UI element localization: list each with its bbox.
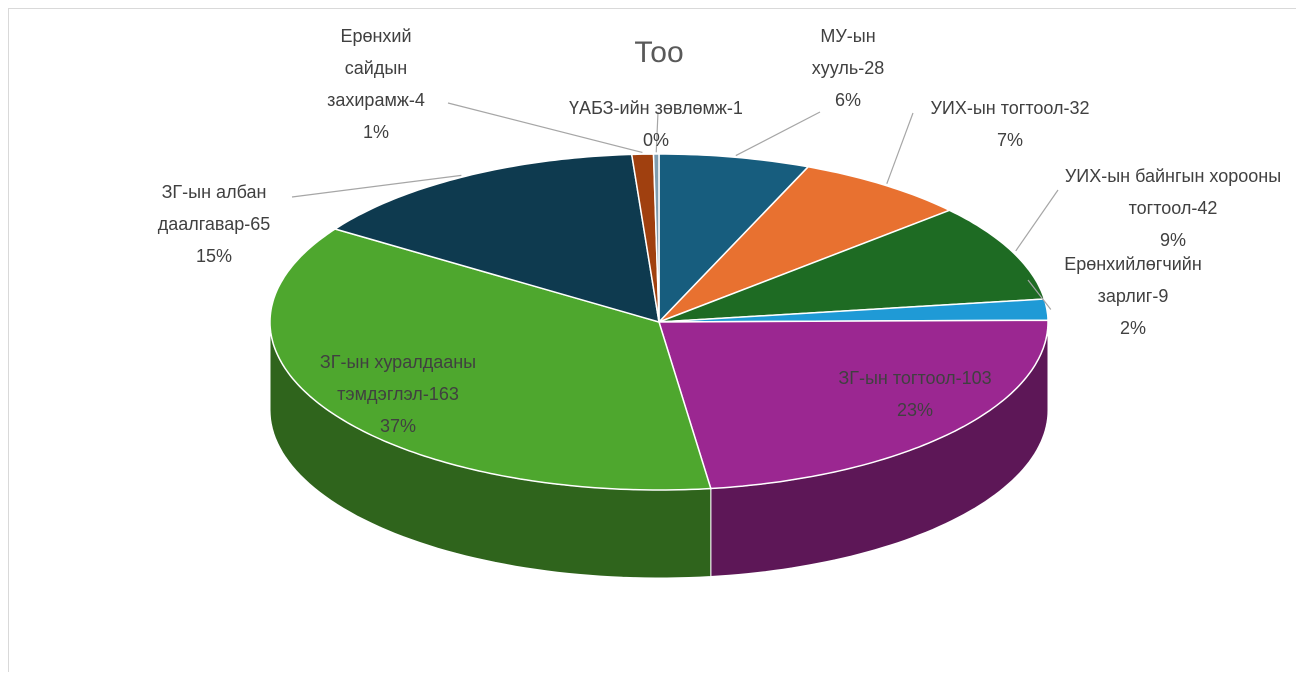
percent-label: 7% [996,130,1023,150]
leader-line [447,102,643,154]
leader-line [1015,189,1059,252]
pie-slice [269,228,712,491]
pie-tops [269,153,1049,491]
data-label: МУ-ын хууль-28 6% [783,20,913,116]
data-label: УИХ-ын тогтоол-32 7% [910,92,1110,156]
percent-label: 15% [195,246,233,266]
data-label: ЗГ-ын тогтоол-103 23% [795,362,1035,426]
pie-slice [658,153,810,324]
data-label: ЗГ-ын албан даалгавар-65 15% [134,176,294,272]
percent-label: 0% [642,130,669,150]
leader-line [291,174,462,198]
percent-label: 37% [379,416,417,436]
percent-label: 2% [1119,318,1146,338]
category-label: Ерөнхийлөгчийн зарлиг-9 [1064,254,1202,306]
data-label: ЗГ-ын хуралдааны тэмдэглэл-163 37% [288,346,508,442]
leader-line [735,111,821,157]
pie-slice [657,319,1049,490]
chart-frame [8,8,1296,672]
percent-label: 6% [834,90,861,110]
percent-label: 9% [1159,230,1186,250]
category-label: МУ-ын хууль-28 [811,26,885,78]
leader-line [886,112,914,184]
category-label: ЗГ-ын албан даалгавар-65 [157,182,271,234]
pie-slice [658,209,1046,323]
percent-label: 23% [896,400,934,420]
pie-slice [658,298,1049,323]
percent-label: 1% [362,122,389,142]
leader-line [655,111,659,153]
pie-slice [333,153,660,324]
data-label: УИХ-ын байнгын хорооны тогтоол-42 9% [1063,160,1283,256]
leader-line [1027,279,1052,310]
category-label: Ерөнхий сайдын захирамж-4 [327,26,425,110]
category-label: ЗГ-ын хуралдааны тэмдэглэл-163 [319,352,477,404]
pie-slice [658,165,952,323]
chart-title: Тоо [634,36,684,69]
category-label: ҮАБЗ-ийн зөвлөмж-1 [569,98,743,118]
data-label: Ерөнхий сайдын захирамж-4 1% [316,20,436,148]
category-label: УИХ-ын тогтоол-32 [930,98,1090,118]
data-label: Ерөнхийлөгчийн зарлиг-9 2% [1033,248,1233,344]
data-label: ҮАБЗ-ийн зөвлөмж-1 0% [536,92,776,156]
category-label: ЗГ-ын тогтоол-103 [838,368,992,388]
pie-slice [652,153,660,323]
category-label: УИХ-ын байнгын хорооны тогтоол-42 [1064,166,1282,218]
